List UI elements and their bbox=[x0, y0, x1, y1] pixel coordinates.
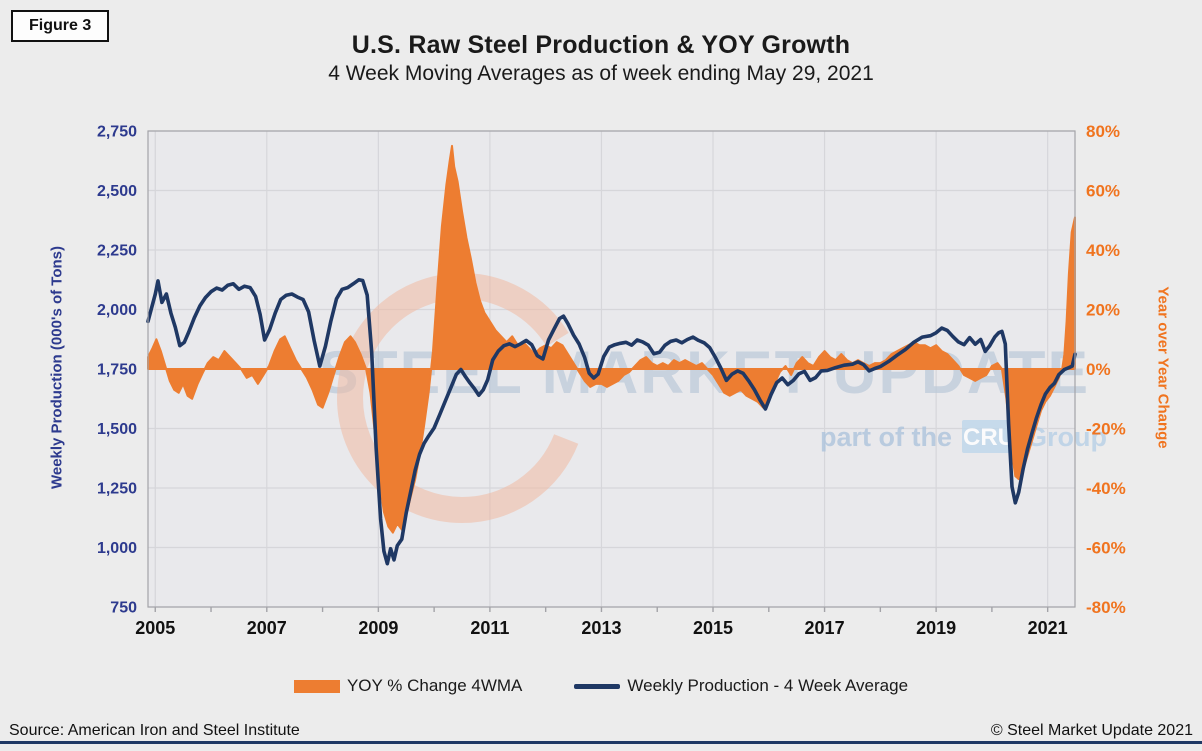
legend-item-yoy: YOY % Change 4WMA bbox=[293, 676, 523, 696]
svg-text:1,000: 1,000 bbox=[97, 540, 137, 557]
figure-badge: Figure 3 bbox=[11, 10, 110, 42]
svg-text:60%: 60% bbox=[1086, 182, 1120, 201]
svg-text:2,500: 2,500 bbox=[97, 183, 137, 200]
svg-text:2,750: 2,750 bbox=[97, 124, 137, 141]
yoy-area-series bbox=[147, 144, 1076, 534]
watermark-cru-box bbox=[962, 420, 1016, 453]
x-axis-ticks bbox=[154, 607, 1049, 612]
svg-text:40%: 40% bbox=[1086, 241, 1120, 260]
svg-text:2019: 2019 bbox=[916, 618, 956, 638]
svg-text:-60%: -60% bbox=[1086, 539, 1126, 558]
legend-label-production: Weekly Production - 4 Week Average bbox=[627, 676, 909, 695]
svg-text:2011: 2011 bbox=[470, 618, 509, 638]
svg-text:2009: 2009 bbox=[358, 618, 398, 638]
svg-text:1,500: 1,500 bbox=[97, 421, 137, 438]
page-title: U.S. Raw Steel Production & YOY Growth bbox=[351, 31, 851, 59]
watermark-subtext-suffix: Group bbox=[1026, 422, 1107, 452]
left-axis-title: Weekly Production (000's of Tons) bbox=[48, 245, 66, 490]
legend-swatch-production-line bbox=[574, 683, 621, 689]
svg-text:2021: 2021 bbox=[1028, 618, 1068, 638]
svg-text:20%: 20% bbox=[1086, 301, 1120, 320]
svg-text:0%: 0% bbox=[1086, 360, 1111, 379]
legend: YOY % Change 4WMA Weekly Production - 4 … bbox=[0, 676, 1202, 696]
legend-item-production: Weekly Production - 4 Week Average bbox=[574, 676, 908, 696]
watermark-cru-text: CRU bbox=[963, 424, 1015, 451]
watermark-subtext-prefix: part of the bbox=[820, 422, 952, 452]
svg-text:2,250: 2,250 bbox=[97, 243, 137, 260]
bottom-rule bbox=[0, 740, 1202, 744]
plot-border bbox=[147, 130, 1076, 608]
svg-text:2,000: 2,000 bbox=[97, 302, 137, 319]
left-axis-tick-labels: 2,750 2,500 2,250 2,000 1,750 1,500 1,250 1,000… bbox=[97, 124, 137, 617]
svg-text:1,250: 1,250 bbox=[97, 481, 137, 498]
svg-text:2005: 2005 bbox=[135, 618, 175, 638]
source-note: Source: American Iron and Steel Institut… bbox=[9, 722, 300, 739]
svg-text:1,750: 1,750 bbox=[97, 362, 137, 379]
svg-text:2015: 2015 bbox=[693, 618, 733, 638]
page-subtitle: 4 Week Moving Averages as of week ending… bbox=[328, 62, 874, 85]
legend-label-yoy: YOY % Change 4WMA bbox=[346, 676, 523, 695]
svg-text:750: 750 bbox=[110, 600, 137, 617]
production-line-series bbox=[146, 278, 1077, 566]
svg-text:2007: 2007 bbox=[247, 618, 287, 638]
svg-text:2013: 2013 bbox=[581, 618, 621, 638]
svg-text:80%: 80% bbox=[1086, 122, 1120, 141]
legend-swatch-yoy-area bbox=[293, 679, 340, 693]
svg-text:-40%: -40% bbox=[1086, 479, 1126, 498]
right-axis-tick-labels: 80% 60% 40% 20% 0% -20% -40% -60% -80% bbox=[1086, 122, 1126, 617]
svg-text:-20%: -20% bbox=[1086, 420, 1126, 439]
x-axis-tick-labels: 2005 2007 2009 2011 2013 2015 2017 2019 2021 bbox=[135, 618, 1067, 638]
copyright-note: © Steel Market Update 2021 bbox=[990, 722, 1193, 739]
svg-text:2017: 2017 bbox=[805, 618, 845, 638]
right-axis-title: Year over Year Change bbox=[1154, 286, 1172, 449]
svg-text:-80%: -80% bbox=[1086, 598, 1126, 617]
